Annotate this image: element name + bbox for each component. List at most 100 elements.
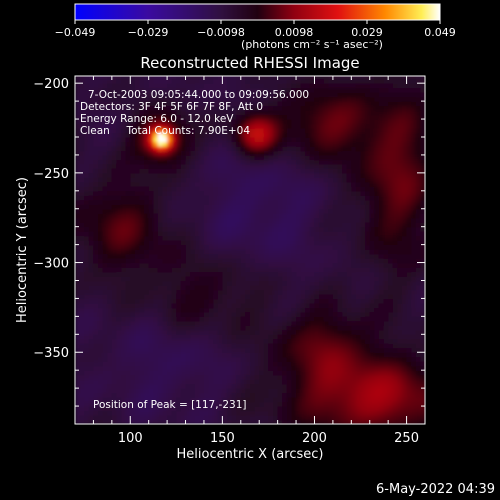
heatmap-cell: [176, 316, 182, 322]
heatmap-cell: [153, 92, 159, 98]
heatmap-cell: [213, 406, 219, 412]
heatmap-cell: [157, 249, 164, 255]
heatmap-cell: [273, 78, 279, 84]
heatmap-cell: [116, 325, 122, 331]
heatmap-cell: [360, 87, 366, 93]
heatmap-cell: [176, 267, 182, 273]
heatmap-cell: [167, 159, 173, 165]
heatmap-cell: [167, 276, 173, 282]
heatmap-cell: [130, 284, 136, 291]
heatmap-cell: [300, 267, 306, 273]
heatmap-cell: [157, 267, 164, 273]
heatmap-cell: [102, 419, 108, 424]
heatmap-cell: [162, 410, 168, 416]
heatmap-cell: [180, 159, 187, 165]
heatmap-cell: [365, 222, 371, 228]
heatmap-cell: [319, 280, 325, 286]
heatmap-cell: [236, 347, 242, 353]
heatmap-cell: [167, 199, 173, 205]
heatmap-cell: [180, 253, 187, 259]
heatmap-cell: [346, 177, 352, 183]
heatmap-cell: [111, 190, 118, 196]
heatmap-cell: [208, 397, 214, 403]
heatmap-cell: [102, 311, 108, 317]
heatmap-cell: [222, 154, 228, 161]
heatmap-cell: [116, 258, 122, 264]
heatmap-cell: [222, 298, 228, 304]
heatmap-cell: [236, 397, 242, 403]
heatmap-cell: [351, 293, 357, 300]
heatmap-cell: [226, 383, 233, 389]
heatmap-cell: [332, 338, 339, 344]
heatmap-cell: [360, 186, 366, 192]
heatmap-cell: [314, 329, 320, 335]
heatmap-cell: [226, 325, 233, 331]
heatmap-cell: [296, 168, 302, 174]
heatmap-cell: [365, 302, 371, 309]
heatmap-cell: [268, 172, 274, 178]
heatmap-cell: [167, 119, 173, 125]
heatmap-cell: [314, 276, 320, 282]
heatmap-cell: [194, 177, 200, 183]
heatmap-cell: [250, 316, 256, 322]
heatmap-cell: [79, 128, 85, 134]
heatmap-cell: [254, 195, 260, 201]
heatmap-cell: [245, 132, 251, 138]
heatmap-cell: [240, 347, 246, 353]
heatmap-cell: [185, 410, 191, 416]
heatmap-cell: [148, 186, 154, 192]
heatmap-cell: [157, 379, 164, 385]
heatmap-cell: [342, 347, 348, 353]
heatmap-cell: [360, 204, 366, 210]
heatmap-cell: [332, 347, 339, 353]
heatmap-cell: [250, 307, 256, 313]
heatmap-cell: [79, 271, 85, 277]
heatmap-cell: [190, 76, 196, 80]
heatmap-cell: [185, 231, 191, 237]
heatmap-cell: [305, 159, 311, 165]
heatmap-cell: [291, 258, 297, 264]
heatmap-cell: [171, 119, 177, 125]
heatmap-cell: [226, 195, 233, 201]
heatmap-cell: [88, 78, 95, 84]
heatmap-cell: [319, 159, 325, 165]
heatmap-cell: [268, 338, 274, 344]
heatmap-cell: [75, 217, 81, 223]
heatmap-cell: [79, 383, 85, 389]
heatmap-cell: [360, 123, 366, 129]
heatmap-cell: [98, 128, 104, 134]
heatmap-cell: [139, 419, 145, 424]
heatmap-cell: [121, 195, 127, 201]
heatmap-cell: [194, 298, 200, 304]
heatmap-cell: [355, 163, 362, 169]
heatmap-cell: [305, 397, 311, 403]
heatmap-cell: [213, 410, 219, 416]
heatmap-cell: [180, 172, 187, 178]
heatmap-cell: [351, 365, 357, 371]
heatmap-cell: [144, 284, 150, 291]
heatmap-cell: [355, 262, 362, 268]
heatmap-cell: [236, 249, 242, 255]
heatmap-cell: [245, 307, 251, 313]
heatmap-cell: [134, 361, 141, 367]
heatmap-cell: [346, 249, 352, 255]
heatmap-cell: [116, 78, 122, 84]
heatmap-cell: [217, 119, 223, 125]
heatmap-cell: [121, 150, 127, 156]
heatmap-cell: [273, 132, 279, 138]
heatmap-cell: [328, 150, 334, 156]
heatmap-cell: [240, 235, 246, 241]
heatmap-cell: [102, 119, 108, 125]
heatmap-cell: [328, 204, 334, 210]
heatmap-cell: [355, 128, 362, 134]
heatmap-cell: [291, 307, 297, 313]
heatmap-cell: [130, 419, 136, 424]
heatmap-cell: [273, 415, 279, 421]
heatmap-cell: [199, 352, 205, 358]
heatmap-cell: [144, 343, 150, 349]
heatmap-cell: [319, 298, 325, 304]
heatmap-cell: [226, 253, 233, 259]
heatmap-cell: [300, 361, 306, 367]
heatmap-cell: [194, 415, 200, 421]
heatmap-cell: [111, 213, 118, 219]
